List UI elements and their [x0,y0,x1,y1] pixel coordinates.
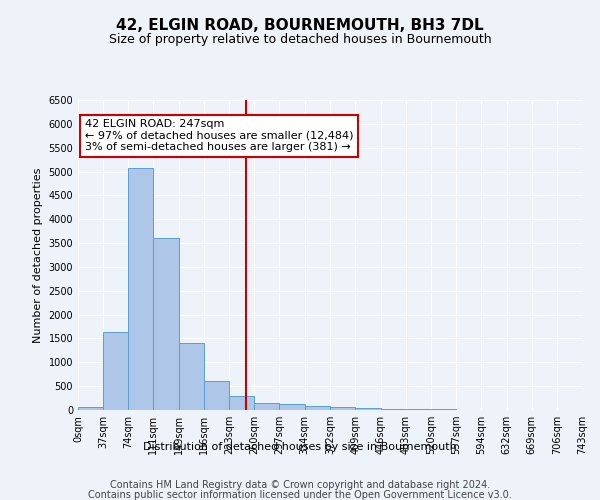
Bar [280,404,305,410]
Bar [229,396,254,410]
Text: Contains public sector information licensed under the Open Government Licence v3: Contains public sector information licen… [88,490,512,500]
Bar [204,382,229,410]
Bar [103,332,128,410]
Bar [331,407,355,410]
Bar [406,409,431,410]
Bar [254,403,280,410]
Bar [78,407,103,410]
Text: Size of property relative to detached houses in Bournemouth: Size of property relative to detached ho… [109,32,491,46]
Text: 42, ELGIN ROAD, BOURNEMOUTH, BH3 7DL: 42, ELGIN ROAD, BOURNEMOUTH, BH3 7DL [116,18,484,32]
Bar [179,343,204,410]
Bar [355,408,380,410]
Bar [153,238,179,410]
Text: 42 ELGIN ROAD: 247sqm
← 97% of detached houses are smaller (12,484)
3% of semi-d: 42 ELGIN ROAD: 247sqm ← 97% of detached … [85,119,353,152]
Bar [128,168,153,410]
Text: Contains HM Land Registry data © Crown copyright and database right 2024.: Contains HM Land Registry data © Crown c… [110,480,490,490]
Bar [380,408,406,410]
Bar [305,406,331,410]
Y-axis label: Number of detached properties: Number of detached properties [33,168,43,342]
Text: Distribution of detached houses by size in Bournemouth: Distribution of detached houses by size … [143,442,457,452]
